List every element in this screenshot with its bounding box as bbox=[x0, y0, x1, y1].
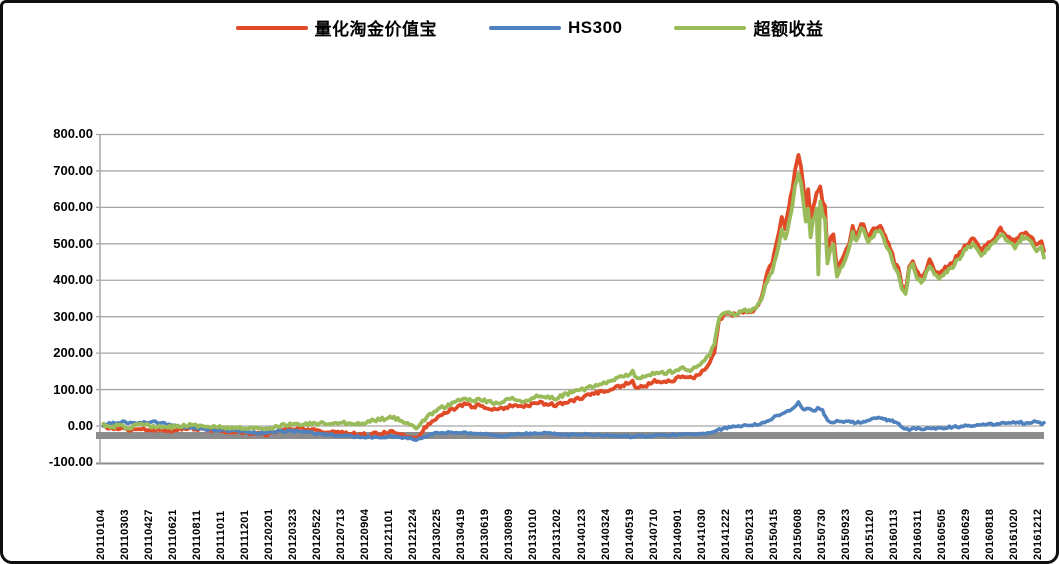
excess-line-swatch-icon bbox=[674, 25, 747, 30]
series-line-fund bbox=[101, 153, 1046, 440]
y-tick-label: 800.00 bbox=[53, 126, 93, 142]
y-tick-label: 500.00 bbox=[53, 235, 93, 251]
fund-line-swatch-icon bbox=[235, 25, 308, 30]
legend: 量化淘金价值宝 HS300 超额收益 bbox=[3, 15, 1056, 40]
y-tick-label: 700.00 bbox=[53, 162, 93, 178]
series-line-hs300 bbox=[101, 400, 1046, 443]
y-tick-label: -100.00 bbox=[48, 454, 93, 470]
y-tick-label: 100.00 bbox=[53, 381, 93, 397]
legend-label-hs300: HS300 bbox=[568, 17, 623, 37]
y-tick-label: 300.00 bbox=[53, 308, 93, 324]
y-tick-label: 0.00 bbox=[67, 418, 93, 433]
legend-item-hs300: HS300 bbox=[489, 18, 622, 38]
y-tick-label: 200.00 bbox=[53, 345, 93, 361]
y-tick-label: 600.00 bbox=[53, 199, 93, 215]
series-line-excess bbox=[101, 171, 1046, 432]
legend-label-excess: 超额收益 bbox=[753, 20, 824, 39]
legend-label-fund: 量化淘金价值宝 bbox=[314, 20, 437, 39]
hs300-line-swatch-icon bbox=[489, 25, 561, 30]
legend-item-fund: 量化淘金价值宝 bbox=[235, 15, 438, 40]
legend-item-excess: 超额收益 bbox=[674, 15, 823, 40]
y-tick-label: 400.00 bbox=[53, 272, 93, 288]
plot-area bbox=[96, 133, 1046, 465]
